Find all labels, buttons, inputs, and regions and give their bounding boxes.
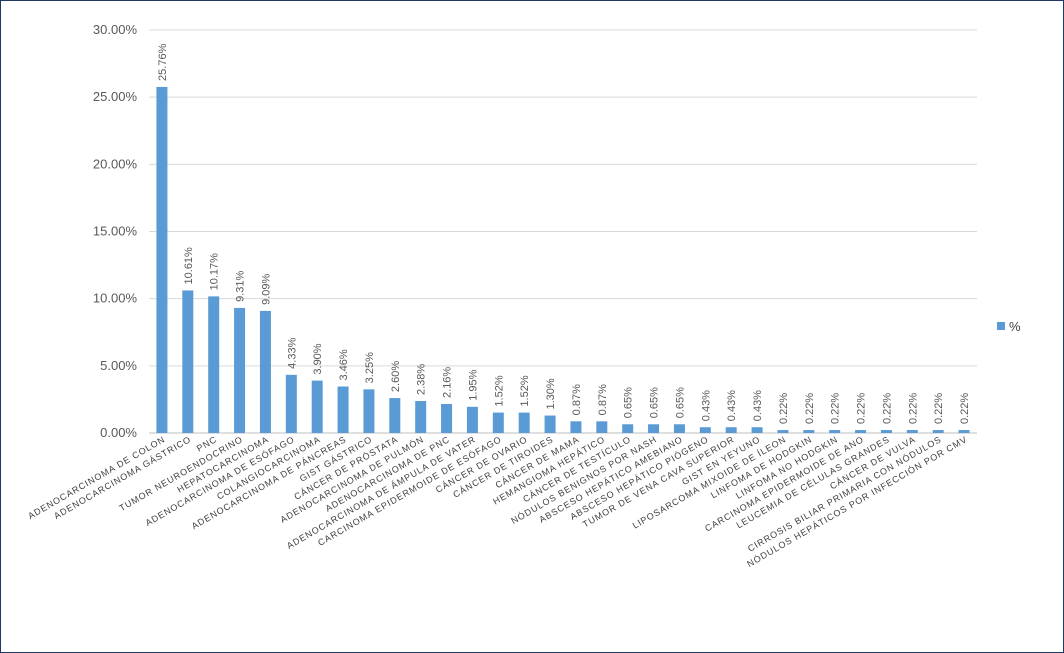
bar — [259, 310, 271, 433]
data-labels: 25.76% 10.61% 10.17% 9.31% 9.09% 4.33% 3.90% 3.… — [157, 43, 971, 424]
bar — [544, 415, 556, 433]
legend-swatch — [997, 322, 1005, 330]
data-label: 0.43% — [700, 390, 712, 421]
bar — [389, 398, 401, 433]
bar — [492, 412, 504, 433]
data-label: 9.09% — [260, 273, 272, 304]
data-label: 0.43% — [726, 390, 738, 421]
bar — [156, 86, 168, 433]
bar — [518, 412, 530, 433]
data-label: 0.43% — [752, 390, 764, 421]
bar — [803, 430, 815, 433]
data-label: 10.17% — [209, 253, 221, 291]
bar — [285, 374, 297, 433]
bar — [829, 430, 841, 433]
data-label: 0.87% — [597, 384, 609, 415]
data-label: 10.61% — [183, 247, 195, 285]
data-label: 0.22% — [959, 393, 971, 424]
bar — [337, 386, 349, 433]
legend: % — [997, 319, 1021, 334]
y-tick-label: 30.00% — [93, 22, 138, 37]
bar — [932, 430, 944, 433]
bar — [880, 430, 892, 433]
y-tick-label: 5.00% — [100, 358, 137, 373]
data-label: 1.52% — [519, 375, 531, 406]
data-label: 0.22% — [830, 393, 842, 424]
bar — [751, 427, 763, 433]
data-label: 0.65% — [674, 387, 686, 418]
data-label: 1.52% — [493, 375, 505, 406]
bar — [855, 430, 867, 433]
gridlines — [149, 29, 977, 434]
bar — [234, 307, 246, 433]
data-label: 1.95% — [467, 369, 479, 400]
data-label: 0.65% — [649, 387, 661, 418]
data-label: 4.33% — [286, 337, 298, 368]
data-label: 2.60% — [390, 361, 402, 392]
bar — [777, 430, 789, 433]
bars — [156, 86, 970, 433]
bar — [466, 406, 478, 433]
bar — [622, 424, 634, 433]
data-label: 2.38% — [416, 364, 428, 395]
bar — [363, 389, 375, 433]
category-label: ADENOCARCINOMA DE COLON — [26, 434, 167, 521]
data-label: 1.30% — [545, 378, 557, 409]
data-label: 0.22% — [933, 393, 945, 424]
data-label: 3.46% — [338, 349, 350, 380]
data-label: 2.16% — [442, 367, 454, 398]
bar — [596, 421, 608, 433]
bar — [673, 424, 685, 433]
data-label: 0.22% — [856, 393, 868, 424]
data-label: 0.65% — [623, 387, 635, 418]
legend-label: % — [1009, 319, 1021, 334]
data-label: 0.22% — [881, 393, 893, 424]
data-label: 3.90% — [312, 343, 324, 374]
data-label: 0.22% — [804, 393, 816, 424]
y-tick-label: 10.00% — [93, 291, 138, 306]
bar — [208, 296, 220, 433]
bar — [570, 421, 582, 433]
y-tick-label: 25.00% — [93, 89, 138, 104]
bar — [906, 430, 918, 433]
y-tick-label: 20.00% — [93, 156, 138, 171]
data-label: 0.22% — [907, 393, 919, 424]
y-tick-label: 15.00% — [93, 224, 138, 239]
data-label: 0.22% — [778, 393, 790, 424]
bar — [441, 403, 453, 433]
bar — [311, 380, 323, 433]
data-label: 9.31% — [235, 271, 247, 302]
data-label: 25.76% — [157, 43, 169, 81]
y-tick-label: 0.00% — [100, 425, 137, 440]
bar — [415, 401, 427, 433]
bar — [725, 427, 737, 433]
bar — [182, 290, 194, 433]
data-label: 0.87% — [571, 384, 583, 415]
bar — [648, 424, 660, 433]
data-label: 3.25% — [364, 352, 376, 383]
bar — [699, 427, 711, 433]
y-axis-ticks: 0.00% 5.00% 10.00% 15.00% 20.00% 25.00% 30.00% — [93, 22, 138, 440]
bar — [958, 430, 970, 433]
